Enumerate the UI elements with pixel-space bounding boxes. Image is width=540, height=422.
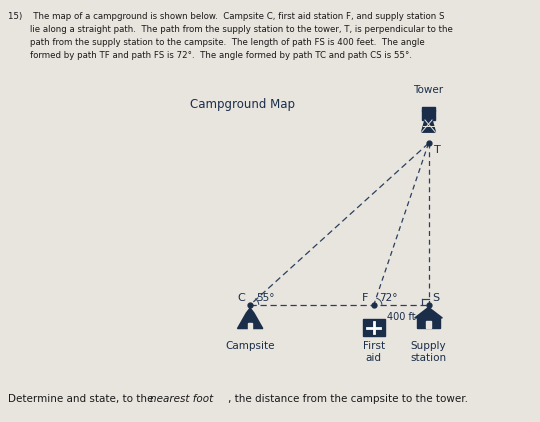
Text: path from the supply station to the campsite.  The length of path FS is 400 feet: path from the supply station to the camp… xyxy=(8,38,425,47)
Text: T: T xyxy=(434,145,441,155)
Polygon shape xyxy=(363,319,385,335)
Polygon shape xyxy=(422,120,435,132)
Text: First
aid: First aid xyxy=(363,341,385,363)
Polygon shape xyxy=(422,107,435,111)
Text: 55°: 55° xyxy=(256,293,274,303)
Polygon shape xyxy=(426,321,431,327)
Text: Campground Map: Campground Map xyxy=(190,98,295,111)
Text: Determine and state, to the: Determine and state, to the xyxy=(8,394,157,404)
Text: 400 ft: 400 ft xyxy=(387,312,415,322)
Text: S: S xyxy=(433,293,440,303)
Polygon shape xyxy=(417,318,440,327)
Polygon shape xyxy=(238,308,263,329)
Polygon shape xyxy=(422,110,435,120)
Text: nearest foot: nearest foot xyxy=(150,394,213,404)
Text: F: F xyxy=(362,293,369,303)
Text: , the distance from the campsite to the tower.: , the distance from the campsite to the … xyxy=(228,394,468,404)
Polygon shape xyxy=(415,307,442,318)
Text: formed by path TF and path FS is 72°.  The angle formed by path TC and path CS i: formed by path TF and path FS is 72°. Th… xyxy=(8,51,412,60)
Text: 15)    The map of a campground is shown below.  Campsite C, first aid station F,: 15) The map of a campground is shown bel… xyxy=(8,12,444,21)
Polygon shape xyxy=(248,323,252,329)
Text: 72°: 72° xyxy=(380,293,398,303)
Text: lie along a straight path.  The path from the supply station to the tower, T, is: lie along a straight path. The path from… xyxy=(8,25,453,34)
Text: Campsite: Campsite xyxy=(225,341,275,351)
Text: C: C xyxy=(237,293,245,303)
Text: Tower: Tower xyxy=(414,85,443,95)
Text: Supply
station: Supply station xyxy=(410,341,447,363)
